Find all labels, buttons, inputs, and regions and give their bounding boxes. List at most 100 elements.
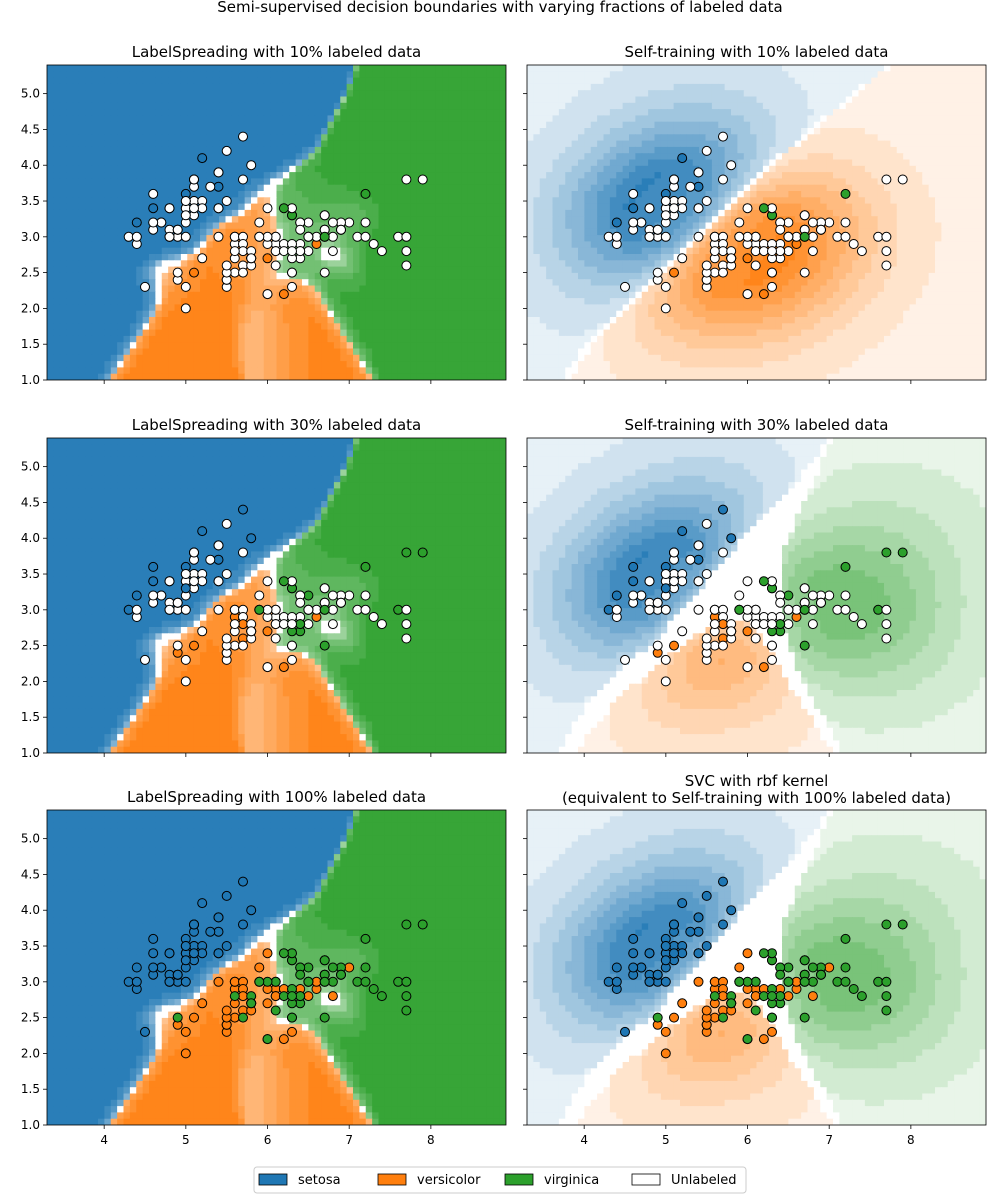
decision-cell (813, 128, 821, 135)
decision-cell (686, 134, 694, 142)
decision-cell (225, 77, 233, 85)
decision-cell (641, 109, 649, 116)
decision-cell (578, 140, 585, 148)
decision-cell (327, 254, 335, 261)
decision-cell (104, 354, 112, 362)
decision-cell (404, 291, 411, 299)
decision-cell (53, 121, 61, 129)
decision-cell (480, 90, 488, 98)
point-unlabeled (246, 253, 257, 264)
decision-cell (123, 222, 131, 230)
decision-cell (219, 298, 227, 305)
decision-cell (155, 298, 163, 305)
decision-cell (922, 115, 930, 123)
decision-cell (909, 146, 917, 154)
decision-cell (123, 342, 131, 350)
decision-cell (384, 203, 392, 211)
decision-cell (123, 115, 131, 123)
decision-cell (72, 310, 80, 318)
decision-cell (858, 146, 866, 154)
decision-cell (416, 83, 424, 91)
decision-cell (467, 222, 475, 230)
decision-cell (839, 134, 847, 142)
decision-cell (289, 329, 297, 337)
decision-cell (660, 90, 668, 98)
decision-cell (98, 323, 105, 331)
decision-cell (129, 335, 137, 343)
decision-cell (474, 71, 482, 79)
decision-cell (161, 90, 169, 98)
decision-cell (321, 348, 329, 356)
decision-cell (200, 348, 207, 356)
decision-cell (667, 121, 675, 129)
decision-cell (206, 241, 214, 249)
decision-cell (142, 77, 150, 85)
decision-cell (788, 153, 796, 161)
decision-cell (864, 65, 872, 72)
decision-cell (486, 247, 494, 255)
decision-cell (149, 140, 156, 148)
decision-cell (231, 83, 239, 91)
decision-cell (455, 65, 462, 72)
decision-cell (813, 121, 821, 129)
decision-cell (486, 272, 494, 280)
decision-cell (289, 109, 297, 116)
decision-cell (155, 254, 163, 261)
decision-cell (686, 71, 694, 79)
decision-cell (667, 102, 675, 110)
decision-cell (474, 291, 482, 299)
decision-cell (321, 96, 329, 104)
decision-cell (686, 165, 694, 173)
decision-cell (333, 323, 341, 331)
decision-cell (174, 128, 182, 135)
decision-cell (200, 102, 207, 110)
decision-cell (282, 109, 290, 116)
decision-cell (686, 90, 694, 98)
decision-cell (378, 153, 386, 161)
decision-cell (486, 354, 494, 362)
decision-cell (231, 65, 239, 72)
decision-cell (59, 247, 67, 255)
decision-cell (966, 140, 974, 148)
decision-cell (404, 165, 411, 173)
decision-cell (123, 247, 131, 255)
point-unlabeled (180, 210, 191, 221)
decision-cell (123, 65, 131, 72)
decision-cell (346, 317, 354, 324)
decision-cell (276, 348, 284, 356)
decision-cell (257, 298, 265, 305)
decision-cell (85, 279, 93, 287)
decision-cell (673, 159, 681, 167)
decision-cell (168, 323, 176, 331)
decision-cell (257, 241, 265, 249)
decision-cell (155, 285, 163, 293)
decision-cell (404, 216, 411, 224)
decision-cell (909, 159, 917, 167)
decision-cell (85, 165, 93, 173)
decision-cell (123, 260, 131, 268)
decision-cell (117, 323, 125, 331)
decision-cell (448, 298, 456, 305)
decision-cell (474, 285, 482, 293)
point-unlabeled (148, 217, 159, 228)
decision-cell (499, 373, 506, 380)
decision-cell (206, 71, 214, 79)
decision-cell (85, 115, 93, 123)
decision-cell (442, 172, 450, 179)
decision-cell (397, 373, 405, 380)
decision-cell (429, 191, 437, 198)
decision-cell (340, 310, 348, 318)
decision-cell (123, 159, 131, 167)
decision-cell (282, 317, 290, 324)
decision-cell (142, 272, 150, 280)
decision-cell (737, 140, 745, 148)
decision-cell (539, 115, 547, 123)
decision-cell (123, 191, 131, 198)
decision-cell (295, 90, 303, 98)
decision-cell (584, 153, 592, 161)
decision-cell (474, 90, 482, 98)
decision-cell (467, 348, 475, 356)
decision-cell (794, 121, 802, 129)
decision-cell (212, 178, 220, 186)
decision-cell (486, 317, 494, 324)
